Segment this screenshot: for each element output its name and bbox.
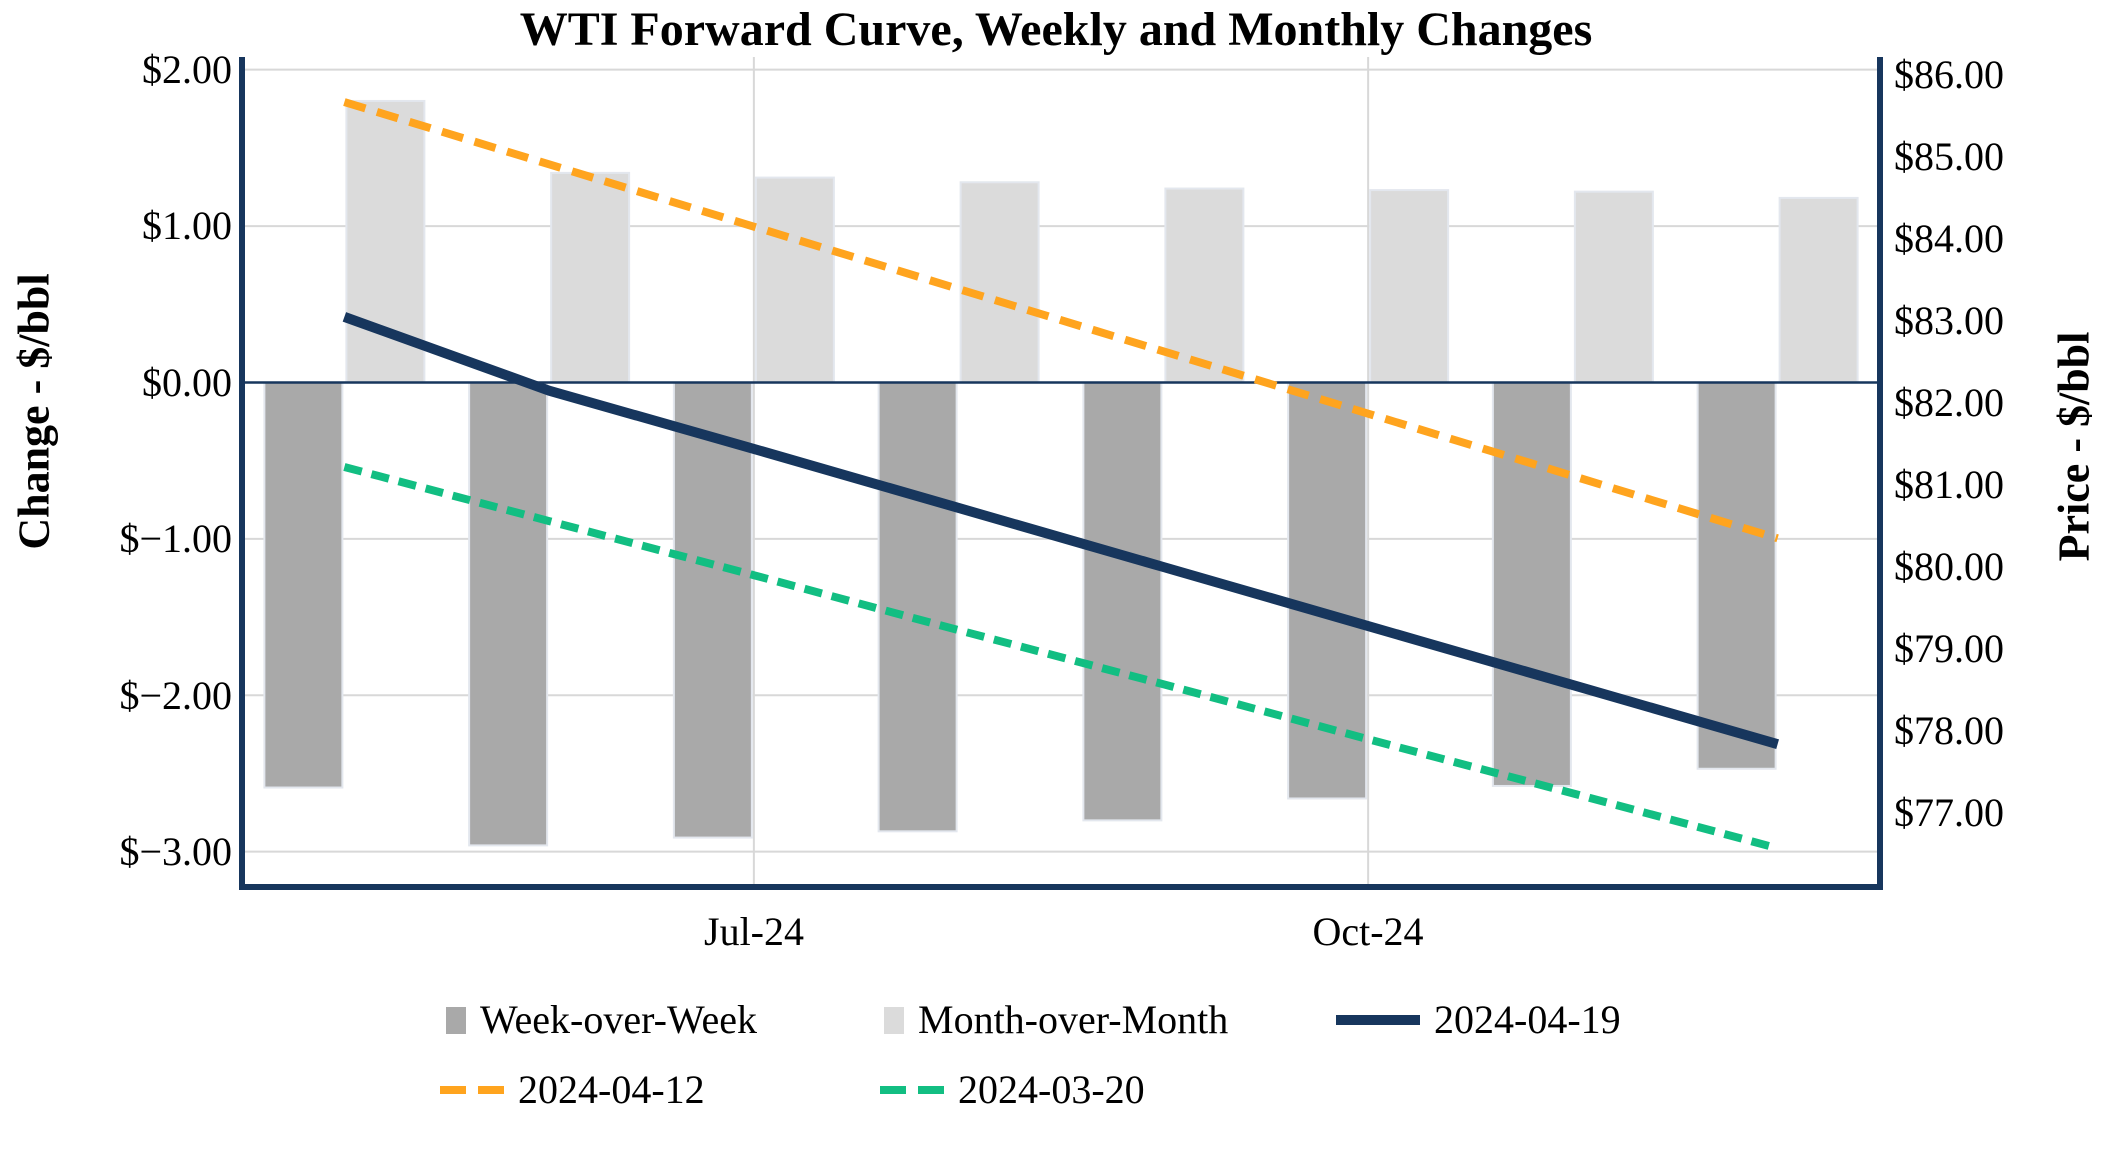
bar-week-over-week bbox=[1491, 381, 1572, 787]
left-axis-tick: $0.00 bbox=[142, 360, 232, 405]
right-axis-tick: $86.00 bbox=[1894, 52, 2004, 97]
legend-marker-month-over-month bbox=[884, 1006, 904, 1034]
left-axis-tick: $−1.00 bbox=[119, 516, 232, 561]
chart-title: WTI Forward Curve, Weekly and Monthly Ch… bbox=[519, 3, 1593, 56]
line-2024-04-19 bbox=[342, 312, 1780, 749]
bar-week-over-week bbox=[468, 381, 549, 847]
bar-week-over-week bbox=[263, 381, 344, 789]
bar-month-over-month bbox=[1573, 190, 1654, 384]
bar-week-over-week bbox=[1696, 381, 1777, 770]
legend-marker-2024-03-20 bbox=[880, 1086, 944, 1094]
left-axis-tick: $−2.00 bbox=[119, 673, 232, 718]
x-axis-tick-oct: Oct-24 bbox=[1312, 909, 1424, 954]
right-axis-tick: $79.00 bbox=[1894, 626, 2004, 671]
bar-month-over-month bbox=[1778, 196, 1859, 384]
right-axis-tick: $82.00 bbox=[1894, 380, 2004, 425]
right-axis-tick: $80.00 bbox=[1894, 544, 2004, 589]
legend-item-2024-03-20: 2024-03-20 bbox=[880, 1066, 1145, 1114]
legend-label: 2024-03-20 bbox=[958, 1067, 1145, 1112]
legend-item-2024-04-19: 2024-04-19 bbox=[1336, 996, 1621, 1044]
bar-month-over-month bbox=[1369, 189, 1450, 384]
right-axis-tick: $85.00 bbox=[1894, 134, 2004, 179]
legend-item-2024-04-12: 2024-04-12 bbox=[440, 1066, 705, 1114]
right-axis-tick: $83.00 bbox=[1894, 298, 2004, 343]
right-axis-tick: $81.00 bbox=[1894, 462, 2004, 507]
left-axis-tick: $1.00 bbox=[142, 203, 232, 248]
right-axis-tick: $77.00 bbox=[1894, 790, 2004, 835]
bar-month-over-month bbox=[754, 176, 835, 384]
line-2024-04-12 bbox=[343, 98, 1779, 543]
legend-item-week-over-week: Week-over-Week bbox=[446, 996, 757, 1044]
legend-item-month-over-month: Month-over-Month bbox=[884, 996, 1228, 1044]
legend-label: 2024-04-19 bbox=[1434, 997, 1621, 1042]
right-axis-tick: $78.00 bbox=[1894, 708, 2004, 753]
bar-month-over-month bbox=[959, 181, 1040, 384]
bar-week-over-week bbox=[877, 381, 958, 833]
left-axis-tick: $−3.00 bbox=[119, 829, 232, 874]
x-axis-tick-jul: Jul-24 bbox=[704, 909, 804, 954]
bar-week-over-week bbox=[672, 381, 753, 839]
bar-month-over-month bbox=[550, 171, 631, 384]
legend-marker-2024-04-19 bbox=[1336, 1015, 1420, 1025]
legend-label: Week-over-Week bbox=[480, 997, 758, 1042]
legend-label: Month-over-Month bbox=[918, 997, 1229, 1042]
legend-label: 2024-04-12 bbox=[518, 1067, 705, 1112]
left-axis-tick: $2.00 bbox=[142, 47, 232, 92]
bar-week-over-week bbox=[1082, 381, 1163, 822]
bar-month-over-month bbox=[1164, 187, 1245, 384]
legend-marker-week-over-week bbox=[446, 1006, 466, 1034]
line-2024-03-20 bbox=[343, 463, 1779, 853]
right-axis-tick: $84.00 bbox=[1894, 216, 2004, 261]
legend-marker-2024-04-12 bbox=[440, 1086, 504, 1094]
